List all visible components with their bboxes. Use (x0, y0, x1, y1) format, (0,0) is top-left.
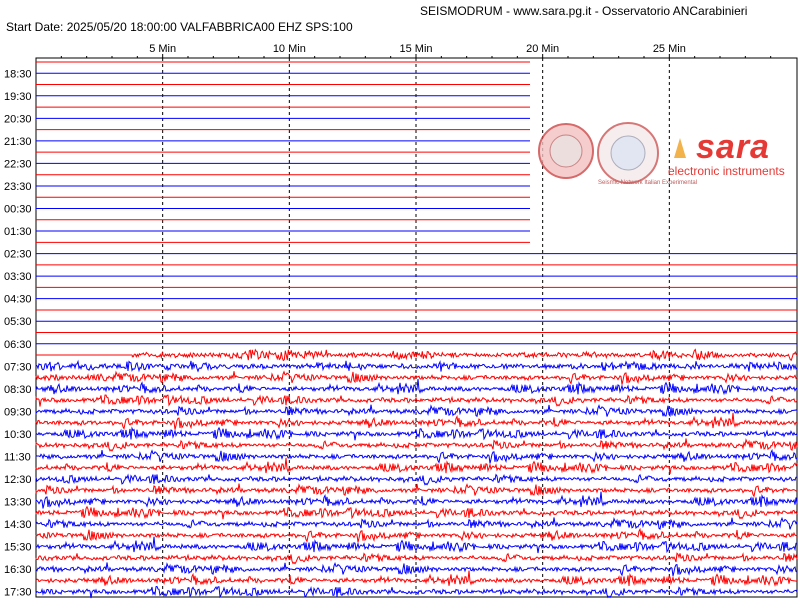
hour-label: 19:30 (4, 91, 32, 103)
x-tick-label: 10 Min (273, 43, 306, 55)
hour-label: 23:30 (4, 181, 32, 193)
seismic-trace (35, 570, 798, 587)
seismic-trace (35, 536, 798, 554)
hour-label: 14:30 (4, 519, 32, 531)
hour-label: 16:30 (4, 564, 32, 576)
seismic-trace (35, 552, 798, 565)
hour-label: 18:30 (4, 68, 32, 80)
trace-layer (35, 61, 798, 599)
seismic-trace (35, 516, 798, 530)
label-layer: 5 Min 10 Min 15 Min 20 Min 25 Min 18:30 19:30 2… (4, 43, 686, 599)
seismic-trace (35, 426, 798, 441)
sara-subtitle: electronic instruments (668, 164, 785, 178)
chart-title: SEISMODRUM - www.sara.pg.it - Osservator… (420, 4, 748, 18)
hour-label: 06:30 (4, 339, 32, 351)
seismic-trace (35, 370, 798, 385)
hour-label: 03:30 (4, 271, 32, 283)
seismic-trace (35, 359, 798, 373)
hour-label: 20:30 (4, 113, 32, 125)
seismic-trace (35, 457, 798, 475)
x-tick-label: 20 Min (526, 43, 559, 55)
hour-label: 17:30 (4, 587, 32, 599)
hour-label: 10:30 (4, 429, 32, 441)
seismic-trace (35, 404, 798, 418)
seismic-trace (35, 412, 798, 431)
hour-label: 00:30 (4, 204, 32, 216)
seismic-trace (35, 527, 798, 543)
hour-label: 21:30 (4, 136, 32, 148)
hour-label: 11:30 (4, 451, 31, 463)
hour-label: 07:30 (4, 361, 32, 373)
hour-label: 05:30 (4, 316, 32, 328)
sara-brand: sara (696, 128, 770, 166)
seismic-trace (35, 473, 798, 486)
seismic-trace (35, 491, 798, 509)
hour-label: 15:30 (4, 542, 32, 554)
seismic-trace (35, 585, 798, 599)
hour-label: 13:30 (4, 497, 32, 509)
seismic-trace (35, 438, 798, 452)
start-info: Start Date: 2025/05/20 18:00:00 VALFABBR… (6, 20, 353, 34)
seismic-trace (35, 448, 798, 464)
seismic-trace (35, 394, 798, 407)
x-tick-label: 15 Min (399, 43, 432, 55)
x-tick-label: 25 Min (653, 43, 686, 55)
hour-label: 04:30 (4, 294, 32, 306)
x-tick-label: 5 Min (149, 43, 176, 55)
seismic-trace (35, 505, 798, 520)
badge-text: Seismic Network Italian Experimental (598, 180, 697, 186)
hour-label: 02:30 (4, 249, 32, 261)
sara-flame-icon (674, 138, 686, 158)
hour-label: 22:30 (4, 158, 32, 170)
seismic-trace (35, 378, 798, 396)
seismic-trace (35, 483, 798, 498)
grid-layer (35, 54, 798, 598)
hour-label: 12:30 (4, 474, 32, 486)
sara-logo: Seismic Network Italian Experimental (538, 118, 790, 188)
hour-label: 01:30 (4, 226, 32, 238)
seismic-trace (131, 348, 797, 362)
hour-label: 09:30 (4, 406, 32, 418)
seismic-trace (35, 561, 798, 577)
hour-label: 08:30 (4, 384, 32, 396)
